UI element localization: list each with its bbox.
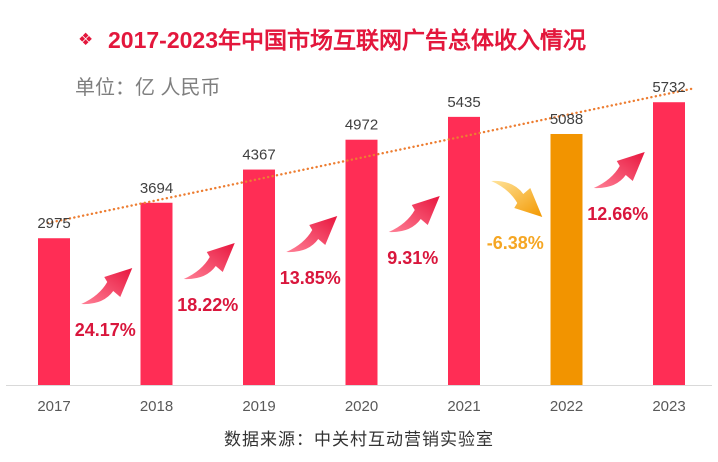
curved-arrow-down-icon: [491, 180, 543, 217]
bar-2022: [550, 133, 583, 385]
bar-2021: [448, 116, 480, 385]
bar-2019: [243, 169, 275, 385]
bar-2020: [345, 139, 378, 385]
value-label-2017: 2975: [37, 215, 70, 232]
growth-label-2019-2020: 13.85%: [280, 268, 341, 288]
year-label-2020: 2020: [345, 398, 378, 415]
year-label-2023: 2023: [652, 398, 685, 415]
page-title: ❖ 2017-2023年中国市场互联网广告总体收入情况: [78, 26, 586, 54]
year-label-2019: 2019: [242, 398, 275, 415]
value-label-2019: 4367: [242, 147, 275, 164]
value-label-2020: 4972: [345, 117, 378, 134]
growth-label-2020-2021: 9.31%: [387, 248, 438, 268]
year-label-2022: 2022: [550, 398, 583, 415]
year-label-2018: 2018: [140, 398, 173, 415]
bar-2023: [653, 102, 685, 385]
unit-label: 单位：亿 人民币: [75, 77, 221, 99]
growth-label-2021-2022: -6.38%: [487, 233, 544, 253]
value-label-2022: 5088: [550, 111, 583, 128]
value-label-2021: 5435: [447, 94, 480, 111]
growth-label-2018-2019: 18.22%: [177, 295, 238, 315]
bar-2017: [38, 238, 70, 385]
growth-label-2017-2018: 24.17%: [75, 320, 136, 340]
curved-arrow-up-icon: [81, 268, 133, 305]
source-note: 数据来源：中关村互动营销实验室: [224, 430, 494, 449]
trend-line: [46, 87, 693, 225]
value-label-2018: 3694: [140, 180, 173, 197]
bar-2018: [140, 202, 173, 385]
growth-label-2022-2023: 12.66%: [587, 204, 648, 224]
curved-arrow-up-icon: [388, 196, 440, 233]
curved-arrow-up-icon: [286, 216, 338, 253]
year-label-2021: 2021: [447, 398, 480, 415]
curved-arrow-up-icon: [183, 243, 235, 280]
diamond-bullet-icon: ❖: [78, 30, 94, 50]
chart-title: 2017-2023年中国市场互联网广告总体收入情况: [108, 27, 586, 53]
value-label-2023: 5732: [652, 79, 685, 96]
curved-arrow-up-icon: [593, 152, 645, 189]
year-label-2017: 2017: [37, 398, 70, 415]
